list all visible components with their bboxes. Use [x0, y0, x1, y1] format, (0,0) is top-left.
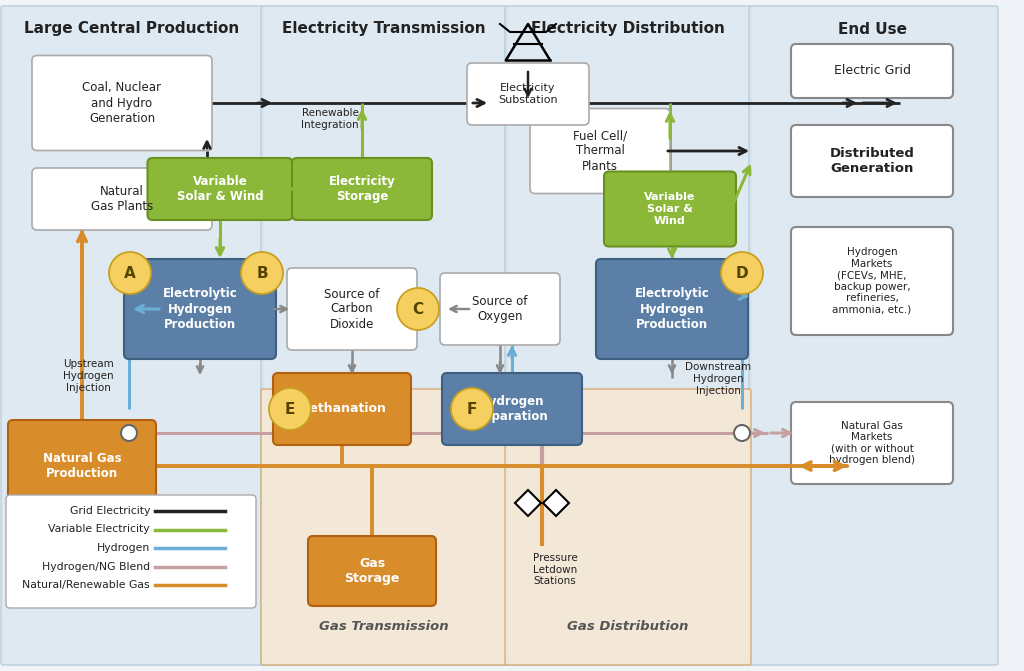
Circle shape — [734, 425, 750, 441]
Circle shape — [721, 252, 763, 294]
FancyBboxPatch shape — [596, 259, 748, 359]
FancyBboxPatch shape — [287, 268, 417, 350]
FancyBboxPatch shape — [505, 389, 751, 665]
Text: End Use: End Use — [839, 21, 907, 36]
FancyBboxPatch shape — [1, 6, 263, 665]
Text: Electricity Distribution: Electricity Distribution — [531, 21, 725, 36]
Text: Variable Electricity: Variable Electricity — [48, 525, 150, 535]
FancyBboxPatch shape — [791, 44, 953, 98]
Text: Large Central Production: Large Central Production — [25, 21, 240, 36]
FancyBboxPatch shape — [749, 6, 998, 665]
FancyBboxPatch shape — [791, 402, 953, 484]
Text: Electricity Transmission: Electricity Transmission — [283, 21, 485, 36]
Text: Grid Electricity: Grid Electricity — [70, 506, 150, 516]
FancyBboxPatch shape — [261, 389, 507, 665]
FancyBboxPatch shape — [292, 158, 432, 220]
FancyBboxPatch shape — [442, 373, 582, 445]
Polygon shape — [515, 490, 541, 516]
Text: Variable
Solar &
Wind: Variable Solar & Wind — [644, 193, 695, 225]
Text: Source of
Oxygen: Source of Oxygen — [472, 295, 527, 323]
Text: Natural/Renewable Gas: Natural/Renewable Gas — [23, 580, 150, 590]
Text: Variable
Solar & Wind: Variable Solar & Wind — [177, 175, 263, 203]
Text: Electrolytic
Hydrogen
Production: Electrolytic Hydrogen Production — [163, 287, 238, 331]
FancyBboxPatch shape — [604, 172, 736, 246]
Circle shape — [451, 388, 493, 430]
FancyBboxPatch shape — [273, 373, 411, 445]
FancyBboxPatch shape — [791, 227, 953, 335]
Circle shape — [397, 288, 439, 330]
Text: Downstream
Hydrogen
Injection: Downstream Hydrogen Injection — [685, 362, 751, 396]
FancyBboxPatch shape — [791, 125, 953, 197]
Text: Hydrogen/NG Blend: Hydrogen/NG Blend — [42, 562, 150, 572]
Text: Gas Transmission: Gas Transmission — [319, 621, 449, 633]
Text: Electricity
Substation: Electricity Substation — [499, 83, 558, 105]
FancyBboxPatch shape — [467, 63, 589, 125]
Text: Natural
Gas Plants: Natural Gas Plants — [91, 185, 154, 213]
FancyBboxPatch shape — [6, 495, 256, 608]
Text: Electric Grid: Electric Grid — [834, 64, 910, 77]
Text: B: B — [256, 266, 268, 280]
Text: Methanation: Methanation — [298, 403, 386, 415]
Text: Source of
Carbon
Dioxide: Source of Carbon Dioxide — [325, 287, 380, 331]
Text: Natural Gas
Production: Natural Gas Production — [43, 452, 121, 480]
FancyBboxPatch shape — [505, 6, 751, 665]
Text: D: D — [735, 266, 749, 280]
Text: Gas Distribution: Gas Distribution — [567, 621, 689, 633]
Text: Hydrogen
Separation: Hydrogen Separation — [475, 395, 549, 423]
Text: Coal, Nuclear
and Hydro
Generation: Coal, Nuclear and Hydro Generation — [83, 81, 162, 125]
Polygon shape — [543, 490, 569, 516]
FancyBboxPatch shape — [530, 109, 670, 193]
Text: E: E — [285, 401, 295, 417]
FancyBboxPatch shape — [124, 259, 276, 359]
Circle shape — [269, 388, 311, 430]
Text: Distributed
Generation: Distributed Generation — [829, 147, 914, 175]
FancyBboxPatch shape — [147, 158, 293, 220]
Text: Hydrogen: Hydrogen — [96, 543, 150, 553]
Text: C: C — [413, 301, 424, 317]
Text: Natural Gas
Markets
(with or without
hydrogen blend): Natural Gas Markets (with or without hyd… — [829, 421, 915, 466]
Text: Electrolytic
Hydrogen
Production: Electrolytic Hydrogen Production — [635, 287, 710, 331]
Text: A: A — [124, 266, 136, 280]
Text: Pressure
Letdown
Stations: Pressure Letdown Stations — [532, 553, 578, 586]
Text: Gas
Storage: Gas Storage — [344, 557, 399, 585]
FancyBboxPatch shape — [440, 273, 560, 345]
FancyBboxPatch shape — [32, 56, 212, 150]
Circle shape — [109, 252, 151, 294]
Text: Renewable
Integration: Renewable Integration — [301, 108, 358, 130]
Text: Electricity
Storage: Electricity Storage — [329, 175, 395, 203]
Text: Fuel Cell/
Thermal
Plants: Fuel Cell/ Thermal Plants — [573, 130, 627, 172]
Circle shape — [241, 252, 283, 294]
Text: Upstream
Hydrogen
Injection: Upstream Hydrogen Injection — [62, 360, 114, 393]
FancyBboxPatch shape — [261, 6, 507, 665]
FancyBboxPatch shape — [308, 536, 436, 606]
FancyBboxPatch shape — [8, 420, 156, 512]
Circle shape — [121, 425, 137, 441]
Text: Hydrogen
Markets
(FCEVs, MHE,
backup power,
refineries,
ammonia, etc.): Hydrogen Markets (FCEVs, MHE, backup pow… — [833, 247, 911, 315]
FancyBboxPatch shape — [32, 168, 212, 230]
Text: F: F — [467, 401, 477, 417]
